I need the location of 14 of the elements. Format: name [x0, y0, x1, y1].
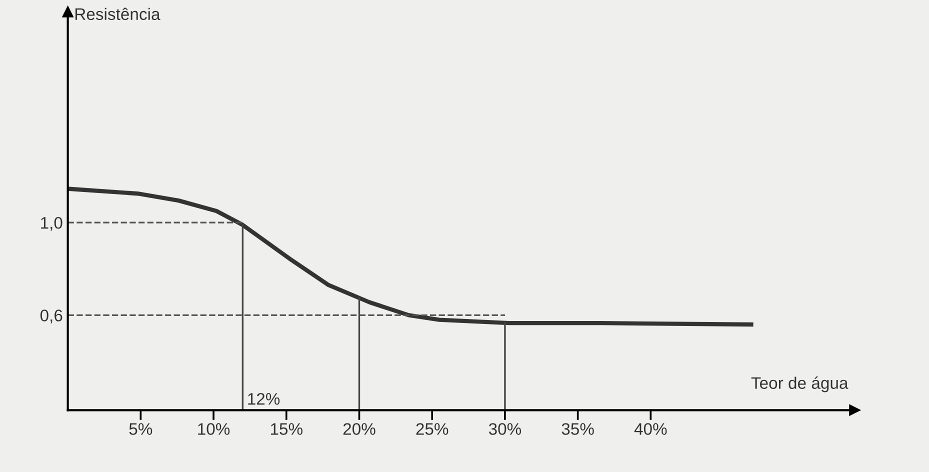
y-tick-label: 1,0	[41, 216, 62, 231]
x-tick-label: 35%	[562, 423, 594, 435]
x-tick-label: 5%	[129, 423, 152, 435]
y-axis-title: Resistência	[75, 8, 160, 20]
x-tick-label: 20%	[343, 423, 376, 435]
x-tick-label: 15%	[270, 423, 302, 435]
x-tick-label: 30%	[488, 423, 522, 435]
x-tick-label: 40%	[634, 423, 667, 435]
annotation: 12%	[248, 392, 280, 405]
x-tick-label: 10%	[198, 423, 230, 435]
y-tick-label: 0,6	[40, 310, 62, 324]
x-tick-label: 25%	[416, 423, 448, 435]
line-series	[68, 186, 754, 327]
x-axis-title: Teor de água	[751, 376, 848, 392]
